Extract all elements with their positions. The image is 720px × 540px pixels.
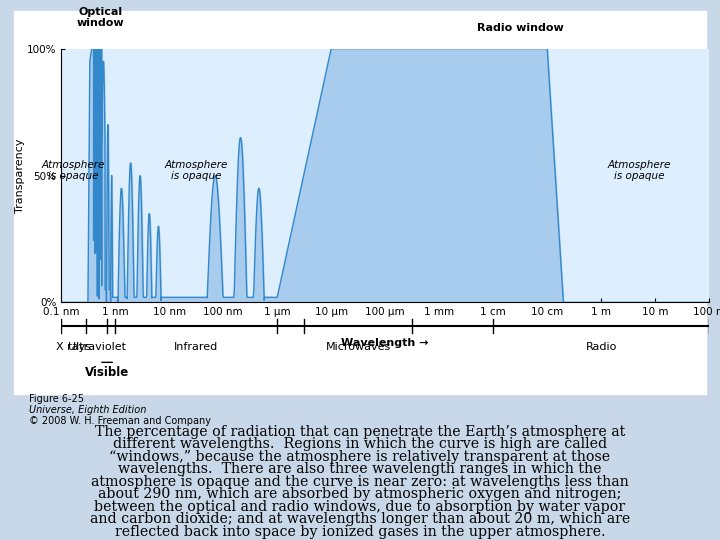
Text: Ultraviolet: Ultraviolet (68, 342, 125, 352)
Text: atmosphere is opaque and the curve is near zero: at wavelengths less than: atmosphere is opaque and the curve is ne… (91, 475, 629, 489)
Text: Radio: Radio (585, 342, 617, 352)
Text: Atmosphere
is opaque: Atmosphere is opaque (164, 160, 228, 181)
Text: The percentage of radiation that can penetrate the Earth’s atmosphere at: The percentage of radiation that can pen… (95, 425, 625, 439)
Text: between the optical and radio windows, due to absorption by water vapor: between the optical and radio windows, d… (94, 500, 626, 514)
Text: © 2008 W. H. Freeman and Company: © 2008 W. H. Freeman and Company (29, 416, 211, 426)
Text: Visible: Visible (85, 366, 129, 380)
Y-axis label: Transparency: Transparency (15, 138, 25, 213)
Text: about 290 nm, which are absorbed by atmospheric oxygen and nitrogen;: about 290 nm, which are absorbed by atmo… (99, 487, 621, 501)
Text: Atmosphere
is opaque: Atmosphere is opaque (42, 160, 105, 181)
Text: “windows,” because the atmosphere is relatively transparent at those: “windows,” because the atmosphere is rel… (109, 450, 611, 464)
Text: different wavelengths.  Regions in which the curve is high are called: different wavelengths. Regions in which … (113, 437, 607, 451)
Text: Infrared: Infrared (174, 342, 218, 352)
Text: Universe, Eighth Edition: Universe, Eighth Edition (29, 405, 146, 415)
Text: Microwaves: Microwaves (325, 342, 391, 352)
Text: reflected back into space by ionized gases in the upper atmosphere.: reflected back into space by ionized gas… (114, 524, 606, 538)
Text: Figure 6-25: Figure 6-25 (29, 394, 84, 404)
Text: and carbon dioxide; and at wavelengths longer than about 20 m, which are: and carbon dioxide; and at wavelengths l… (90, 512, 630, 526)
Text: X rays: X rays (56, 342, 91, 352)
Text: Radio window: Radio window (477, 23, 564, 33)
Text: Optical
window: Optical window (77, 6, 125, 28)
Text: Atmosphere
is opaque: Atmosphere is opaque (607, 160, 671, 181)
Text: wavelengths.  There are also three wavelength ranges in which the: wavelengths. There are also three wavele… (118, 462, 602, 476)
Text: Wavelength →: Wavelength → (341, 338, 429, 348)
